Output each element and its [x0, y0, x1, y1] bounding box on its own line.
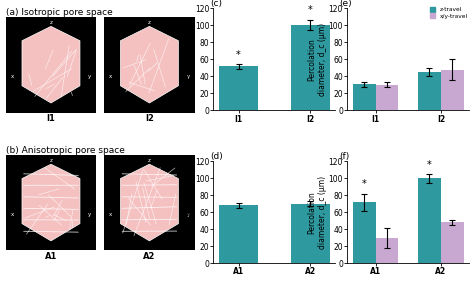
- Text: *: *: [308, 5, 312, 16]
- X-axis label: I2: I2: [145, 114, 154, 123]
- Legend: z-travel, x/y-travel: z-travel, x/y-travel: [429, 6, 469, 19]
- Bar: [418, 178, 441, 263]
- Y-axis label: Pore size, D (μm): Pore size, D (μm): [184, 179, 193, 245]
- Text: *: *: [362, 179, 366, 190]
- Y-axis label: Pore size, D (μm): Pore size, D (μm): [184, 27, 193, 92]
- Text: z: z: [49, 158, 53, 162]
- Text: y: y: [88, 212, 91, 216]
- Bar: [219, 66, 258, 110]
- Bar: [375, 85, 399, 110]
- Text: *: *: [427, 160, 432, 170]
- Bar: [353, 202, 375, 263]
- Polygon shape: [120, 26, 178, 103]
- Text: z: z: [148, 20, 151, 25]
- Bar: [219, 205, 258, 263]
- Bar: [291, 25, 330, 110]
- Text: (c): (c): [210, 0, 222, 8]
- Polygon shape: [22, 164, 80, 241]
- Text: y: y: [187, 212, 190, 216]
- Text: (e): (e): [340, 0, 352, 8]
- Text: z: z: [49, 20, 53, 25]
- Y-axis label: Percolation
diameter, d_c (μm): Percolation diameter, d_c (μm): [308, 176, 327, 249]
- Bar: [291, 204, 330, 263]
- Polygon shape: [120, 164, 178, 241]
- Text: (b) Anisotropic pore space: (b) Anisotropic pore space: [6, 146, 125, 155]
- Text: (a) Isotropic pore space: (a) Isotropic pore space: [6, 8, 112, 18]
- Text: x: x: [10, 74, 14, 79]
- Bar: [353, 84, 375, 110]
- X-axis label: A1: A1: [45, 252, 57, 261]
- Text: (f): (f): [340, 152, 350, 161]
- Text: (d): (d): [210, 152, 223, 161]
- Text: *: *: [236, 50, 241, 60]
- Bar: [375, 238, 399, 263]
- Text: z: z: [148, 158, 151, 162]
- Polygon shape: [22, 26, 80, 103]
- Bar: [441, 222, 464, 263]
- X-axis label: I1: I1: [46, 114, 55, 123]
- X-axis label: A2: A2: [143, 252, 155, 261]
- Text: x: x: [109, 74, 112, 79]
- Text: x: x: [109, 212, 112, 216]
- Text: y: y: [88, 74, 91, 79]
- Bar: [418, 72, 441, 110]
- Y-axis label: Percolation
diameter, d_c (μm): Percolation diameter, d_c (μm): [308, 23, 327, 96]
- Text: y: y: [187, 74, 190, 79]
- Text: x: x: [10, 212, 14, 216]
- Bar: [441, 70, 464, 110]
